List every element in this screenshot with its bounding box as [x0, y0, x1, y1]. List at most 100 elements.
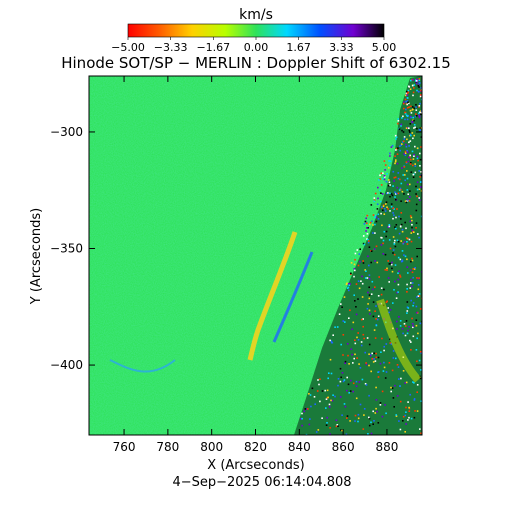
- noise-dot: [379, 178, 381, 180]
- noise-dot: [374, 310, 376, 312]
- noise-dot: [388, 225, 391, 228]
- noise-dot: [408, 407, 411, 410]
- noise-dot: [396, 364, 399, 366]
- noise-dot: [393, 253, 396, 256]
- noise-dot: [412, 381, 414, 383]
- noise-dot: [419, 350, 422, 353]
- noise-dot: [397, 366, 400, 368]
- noise-dot: [379, 200, 382, 203]
- noise-dot: [377, 218, 380, 220]
- noise-dot: [417, 295, 420, 297]
- noise-dot: [393, 289, 395, 291]
- noise-dot: [303, 410, 306, 413]
- noise-dot: [374, 286, 376, 288]
- noise-dot: [409, 287, 412, 289]
- noise-dot: [404, 382, 406, 384]
- noise-dot: [383, 175, 386, 177]
- noise-dot: [405, 237, 408, 239]
- noise-dot: [350, 379, 352, 382]
- noise-dot: [400, 223, 403, 226]
- noise-dot: [397, 120, 400, 122]
- y-tick-label: −350: [50, 242, 83, 256]
- noise-dot: [402, 242, 405, 245]
- noise-dot: [399, 325, 402, 327]
- noise-dot: [353, 263, 356, 266]
- noise-dot: [366, 238, 368, 240]
- noise-dot: [370, 293, 373, 295]
- noise-dot: [409, 163, 412, 165]
- noise-dot: [375, 318, 377, 320]
- noise-dot: [384, 210, 387, 212]
- noise-dot: [399, 428, 402, 431]
- noise-dot: [403, 136, 406, 138]
- noise-dot: [402, 332, 404, 335]
- noise-dot: [394, 280, 396, 283]
- noise-dot: [413, 124, 416, 126]
- noise-dot: [362, 333, 365, 336]
- noise-dot: [387, 307, 389, 309]
- noise-dot: [398, 316, 400, 318]
- noise-dot: [409, 88, 412, 90]
- noise-dot: [368, 417, 371, 420]
- noise-dot: [307, 408, 309, 410]
- noise-dot: [408, 145, 410, 147]
- noise-dot: [357, 264, 360, 267]
- noise-dot: [407, 272, 409, 274]
- noise-dot: [388, 160, 390, 162]
- noise-dot: [399, 385, 401, 387]
- noise-dot: [414, 126, 416, 129]
- noise-dot: [328, 403, 331, 406]
- noise-dot: [385, 203, 387, 205]
- noise-dot: [372, 423, 374, 425]
- noise-dot: [342, 354, 344, 356]
- noise-dot: [419, 95, 422, 98]
- noise-dot: [365, 217, 367, 220]
- noise-dot: [379, 404, 382, 406]
- noise-dot: [408, 416, 410, 419]
- noise-dot: [397, 122, 399, 125]
- noise-dot: [383, 288, 385, 291]
- noise-dot: [396, 395, 399, 397]
- noise-dot: [390, 146, 393, 148]
- noise-dot: [393, 180, 395, 182]
- noise-dot: [364, 277, 367, 279]
- noise-dot: [418, 106, 420, 108]
- noise-dot: [380, 293, 383, 296]
- noise-dot: [405, 227, 407, 230]
- noise-dot: [420, 110, 422, 113]
- noise-dot: [392, 302, 394, 304]
- noise-dot: [385, 371, 388, 373]
- noise-dot: [406, 170, 408, 172]
- y-tick-label: −300: [50, 125, 83, 139]
- noise-dot: [385, 235, 387, 238]
- noise-dot: [344, 360, 347, 363]
- noise-dot: [383, 345, 385, 348]
- noise-dot: [357, 413, 360, 416]
- noise-dot: [391, 369, 394, 372]
- noise-dot: [404, 152, 407, 154]
- noise-dot: [406, 243, 409, 245]
- noise-dot: [355, 306, 357, 308]
- noise-dot: [373, 197, 376, 199]
- noise-dot: [346, 415, 349, 417]
- noise-dot: [301, 417, 303, 420]
- noise-dot: [334, 326, 336, 328]
- noise-dot: [304, 408, 307, 410]
- colorbar-tick-label: 1.67: [286, 41, 311, 54]
- timestamp: 4−Sep−2025 06:14:04.808: [172, 475, 351, 490]
- noise-dot: [402, 115, 404, 118]
- noise-dot: [370, 421, 372, 424]
- noise-dot: [419, 428, 421, 430]
- noise-dot: [395, 414, 397, 416]
- noise-dot: [348, 363, 350, 365]
- noise-dot: [412, 304, 414, 307]
- noise-dot: [389, 152, 391, 155]
- noise-dot: [367, 238, 369, 241]
- noise-dot: [362, 242, 365, 245]
- noise-dot: [379, 402, 382, 404]
- noise-dot: [331, 399, 334, 402]
- noise-dot: [403, 138, 406, 140]
- noise-dot: [404, 154, 407, 157]
- noise-dot: [419, 165, 421, 167]
- noise-dot: [420, 127, 422, 129]
